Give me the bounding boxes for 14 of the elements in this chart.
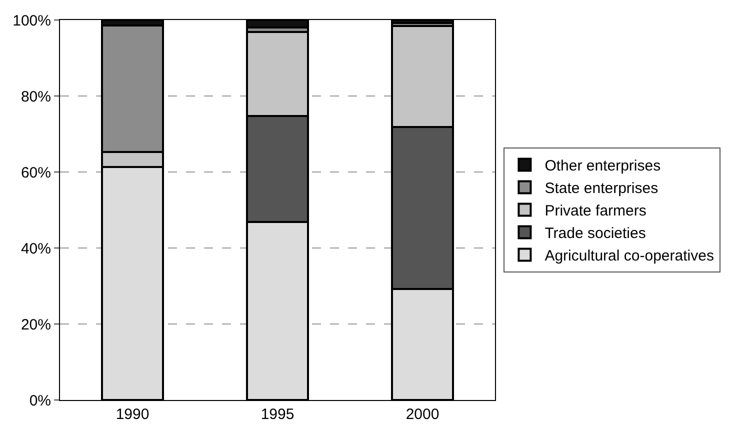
y-tick-label: 60% xyxy=(20,164,51,182)
legend-label: Trade societies xyxy=(544,225,646,242)
x-tick-label: 1995 xyxy=(260,406,294,423)
legend-label: Agricultural co-operatives xyxy=(544,248,714,265)
x-tick-label: 1990 xyxy=(116,406,150,423)
legend-label: Other enterprises xyxy=(544,158,661,175)
y-tick-label: 80% xyxy=(20,88,51,106)
legend-label: Private farmers xyxy=(544,202,646,220)
y-tick-label: 0% xyxy=(29,392,51,410)
y-tick-label: 40% xyxy=(20,240,51,258)
y-tick-label: 20% xyxy=(20,316,51,334)
legend-label: State enterprises xyxy=(544,180,658,198)
x-tick-label: 2000 xyxy=(406,406,440,423)
y-tick-label: 100% xyxy=(12,12,51,30)
